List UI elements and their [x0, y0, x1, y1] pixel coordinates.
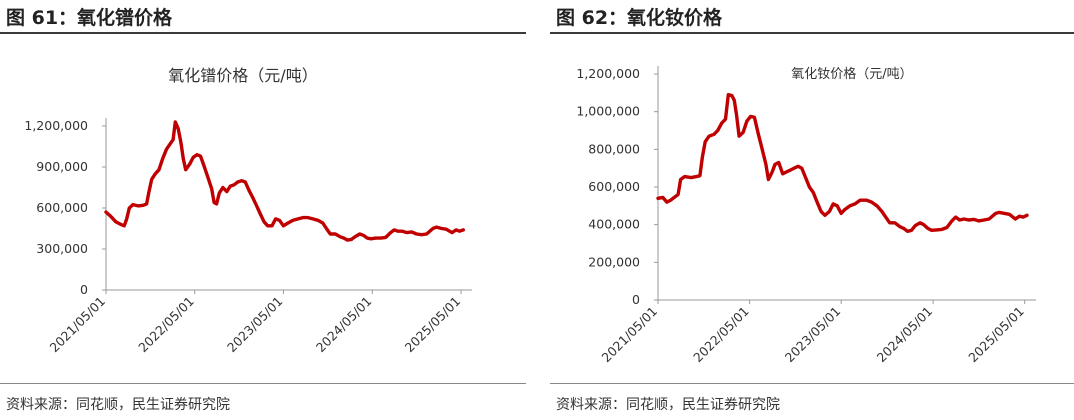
- source-note: 资料来源：同花顺，民生证券研究院: [6, 397, 230, 413]
- x-tick-label: 2021/05/01: [47, 294, 109, 356]
- x-tick-label: 2025/05/01: [965, 304, 1027, 366]
- x-tick-label: 2023/05/01: [224, 294, 286, 356]
- footer-rule: [0, 383, 526, 384]
- y-tick-label: 1,200,000: [576, 66, 640, 81]
- y-tick-label: 1,000,000: [576, 104, 640, 119]
- figure-heading: 图 62：氧化钕价格: [556, 7, 723, 29]
- y-tick-label: 800,000: [588, 141, 640, 156]
- y-tick-label: 600,000: [588, 179, 640, 194]
- heading-rule: [0, 32, 526, 34]
- chart-title: 氧化镨价格（元/吨）: [168, 66, 317, 85]
- y-tick-label: 400,000: [588, 217, 640, 232]
- figure-heading: 图 61：氧化镨价格: [6, 7, 173, 29]
- y-tick-label: 0: [632, 292, 640, 307]
- y-tick-label: 0: [80, 282, 88, 297]
- series-line: [104, 120, 465, 242]
- source-note: 资料来源：同花顺，民生证券研究院: [556, 397, 780, 413]
- x-tick-label: 2024/05/01: [313, 294, 375, 356]
- x-tick-label: 2021/05/01: [599, 304, 661, 366]
- series-line: [656, 93, 1029, 234]
- x-tick-label: 2023/05/01: [782, 304, 844, 366]
- y-tick-label: 300,000: [36, 241, 88, 256]
- price-chart: 氧化镨价格（元/吨） 0 300,000 600,000 900,000 1,200,00…: [24, 66, 472, 356]
- heading-rule: [550, 32, 1074, 34]
- y-tick-label: 900,000: [36, 159, 88, 174]
- x-tick-label: 2024/05/01: [874, 304, 936, 366]
- chart-title: 氧化钕价格（元/吨）: [791, 66, 912, 82]
- price-chart: 氧化钕价格（元/吨） 0 200,000 400,000 600,000 800,000 1…: [576, 66, 1036, 366]
- y-tick-label: 1,200,000: [24, 118, 88, 133]
- y-tick-label: 600,000: [36, 200, 88, 215]
- figure-panel-left: 图 61：氧化镨价格 氧化镨价格（元/吨） 0 300,000 600,000 900,…: [0, 0, 526, 420]
- y-tick-label: 200,000: [588, 254, 640, 269]
- x-tick-label: 2022/05/01: [135, 294, 197, 356]
- x-tick-label: 2022/05/01: [690, 304, 752, 366]
- x-tick-label: 2025/05/01: [402, 294, 464, 356]
- footer-rule: [550, 383, 1074, 384]
- figure-panel-right: 图 62：氧化钕价格 氧化钕价格（元/吨） 0 200,000 400,000 600,…: [550, 0, 1074, 420]
